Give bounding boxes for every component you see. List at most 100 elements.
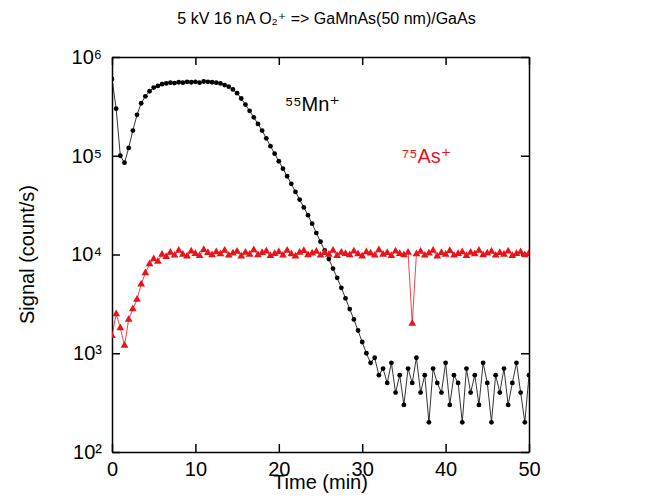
tick: 10² xyxy=(73,441,120,463)
tick: 10⁵ xyxy=(71,145,120,167)
point xyxy=(522,420,527,425)
point xyxy=(129,305,137,312)
point xyxy=(306,213,311,218)
point xyxy=(193,79,198,84)
point xyxy=(285,174,290,179)
point xyxy=(510,381,515,386)
point xyxy=(151,85,156,90)
tick-mark xyxy=(112,353,120,355)
point xyxy=(250,246,258,253)
tick-label: 10⁶ xyxy=(72,46,102,68)
tick: 10⁴ xyxy=(71,243,120,265)
point xyxy=(339,285,344,290)
point xyxy=(527,373,529,378)
y-axis: 10² 10³ 10⁴ 10⁵ 10⁶ xyxy=(71,46,120,463)
tick: 10³ xyxy=(73,342,120,364)
point xyxy=(446,246,454,253)
point xyxy=(135,112,140,117)
point xyxy=(233,247,241,254)
tick-label: 0 xyxy=(107,458,118,480)
tick-mark xyxy=(521,353,529,355)
point xyxy=(452,373,457,378)
point xyxy=(393,390,398,395)
point xyxy=(133,295,141,302)
tick xyxy=(521,452,529,453)
point xyxy=(137,280,145,287)
point xyxy=(206,79,211,84)
point xyxy=(139,101,144,106)
point xyxy=(389,360,394,365)
x-axis-title: Time (min) xyxy=(273,471,368,493)
point xyxy=(443,360,448,365)
point xyxy=(180,80,185,85)
tick-mark xyxy=(112,254,120,256)
point xyxy=(417,247,425,254)
point xyxy=(375,246,383,253)
point xyxy=(251,115,256,120)
point xyxy=(331,266,336,271)
point xyxy=(431,366,436,371)
point xyxy=(429,246,437,253)
point xyxy=(154,257,162,264)
tick-mark xyxy=(362,57,364,65)
point xyxy=(481,360,486,365)
y-axis-title: Signal (count/s) xyxy=(16,185,38,324)
point xyxy=(172,81,177,86)
point xyxy=(160,82,165,87)
point xyxy=(260,128,265,133)
tick-mark xyxy=(279,444,281,452)
point xyxy=(329,246,337,253)
point xyxy=(218,81,223,86)
tick-label: 50 xyxy=(518,458,540,480)
point xyxy=(268,144,273,149)
point xyxy=(456,381,461,386)
point xyxy=(226,84,231,89)
point xyxy=(196,251,204,258)
point xyxy=(364,351,369,356)
point xyxy=(112,309,120,316)
point xyxy=(293,190,298,195)
tick xyxy=(521,156,529,157)
point xyxy=(141,269,149,276)
point xyxy=(514,360,519,365)
point xyxy=(297,197,302,202)
point xyxy=(114,106,119,111)
point xyxy=(475,246,483,253)
point xyxy=(493,373,498,378)
point xyxy=(312,247,320,254)
point xyxy=(504,247,512,254)
point xyxy=(264,136,269,141)
tick xyxy=(195,57,196,65)
point xyxy=(472,373,477,378)
x-axis-top xyxy=(113,57,530,65)
tick xyxy=(446,57,447,65)
point xyxy=(518,390,523,395)
series-label: ⁷⁵As⁺ xyxy=(402,145,451,167)
tick-mark xyxy=(362,444,364,452)
point xyxy=(439,390,444,395)
tick xyxy=(279,57,280,65)
point xyxy=(489,420,494,425)
point xyxy=(488,247,496,254)
point xyxy=(116,324,124,331)
point xyxy=(147,89,152,94)
point xyxy=(235,91,240,96)
point xyxy=(458,248,466,255)
point xyxy=(189,80,194,85)
point xyxy=(381,366,386,371)
point xyxy=(406,366,411,371)
point xyxy=(281,166,286,171)
tick-label: 10² xyxy=(73,441,102,463)
point xyxy=(408,319,416,326)
point xyxy=(468,390,473,395)
point xyxy=(276,159,281,164)
point xyxy=(122,160,127,165)
point xyxy=(310,221,315,226)
point xyxy=(356,328,361,333)
tick-mark xyxy=(195,444,197,452)
axis-line xyxy=(113,57,530,59)
point xyxy=(497,390,502,395)
point xyxy=(130,128,135,133)
point xyxy=(185,79,190,84)
tick: 40 xyxy=(435,444,457,480)
